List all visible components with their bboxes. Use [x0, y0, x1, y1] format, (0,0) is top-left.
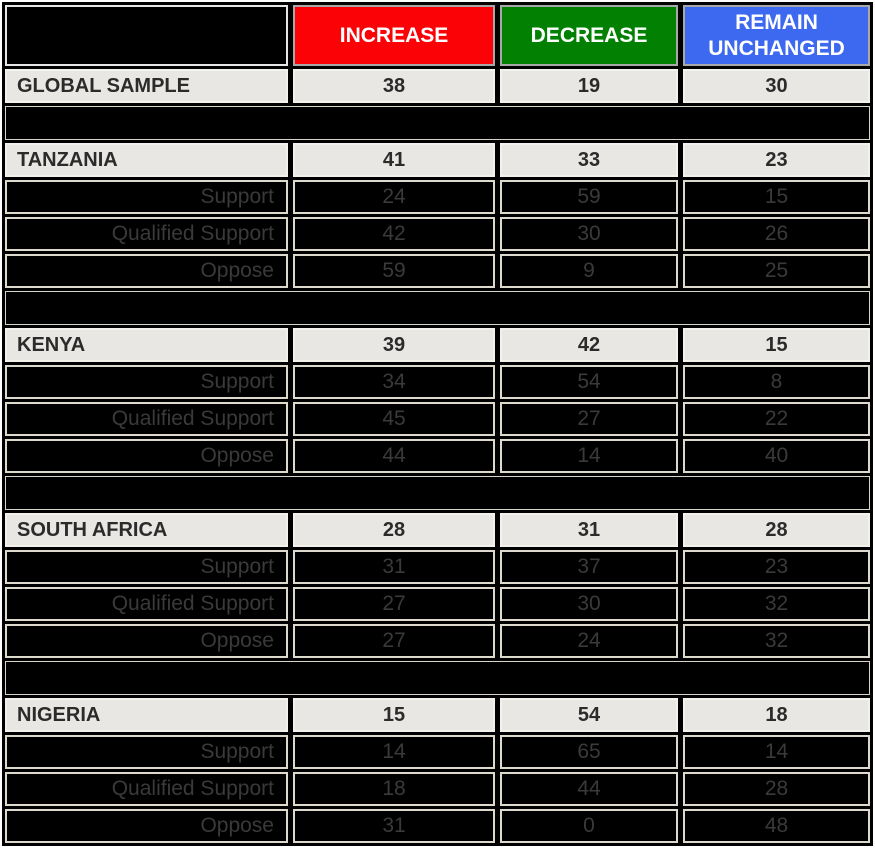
row-label: Support [5, 735, 288, 769]
row-label: Qualified Support [5, 587, 288, 621]
value-cell: 15 [293, 698, 495, 732]
column-header-increase: INCREASE [293, 5, 495, 66]
value-cell: 54 [500, 698, 678, 732]
value-cell: 0 [500, 809, 678, 843]
row-kenya-oppose: Oppose 44 14 40 [5, 439, 870, 473]
row-south-africa-support: Support 31 37 23 [5, 550, 870, 584]
value-cell: 31 [293, 550, 495, 584]
value-cell: 65 [500, 735, 678, 769]
column-header-remain-unchanged: REMAIN UNCHANGED [683, 5, 870, 66]
row-label: KENYA [5, 328, 288, 362]
value-cell: 25 [683, 254, 870, 288]
row-nigeria-oppose: Oppose 31 0 48 [5, 809, 870, 843]
row-label: Oppose [5, 439, 288, 473]
value-cell: 30 [500, 217, 678, 251]
section-separator [5, 291, 870, 325]
value-cell: 39 [293, 328, 495, 362]
separator-row [5, 106, 870, 140]
value-cell: 32 [683, 624, 870, 658]
row-south-africa-oppose: Oppose 27 24 32 [5, 624, 870, 658]
value-cell: 24 [293, 180, 495, 214]
value-cell: 32 [683, 587, 870, 621]
row-label: SOUTH AFRICA [5, 513, 288, 547]
row-tanzania-support: Support 24 59 15 [5, 180, 870, 214]
value-cell: 27 [293, 587, 495, 621]
value-cell: 22 [683, 402, 870, 436]
value-cell: 31 [500, 513, 678, 547]
value-cell: 37 [500, 550, 678, 584]
row-tanzania-qualified-support: Qualified Support 42 30 26 [5, 217, 870, 251]
value-cell: 30 [683, 69, 870, 103]
value-cell: 14 [683, 735, 870, 769]
value-cell: 44 [500, 772, 678, 806]
value-cell: 18 [293, 772, 495, 806]
row-kenya-support: Support 34 54 8 [5, 365, 870, 399]
row-global-sample: GLOBAL SAMPLE 38 19 30 [5, 69, 870, 103]
row-label: Oppose [5, 809, 288, 843]
row-label: Qualified Support [5, 217, 288, 251]
value-cell: 38 [293, 69, 495, 103]
value-cell: 24 [500, 624, 678, 658]
value-cell: 54 [500, 365, 678, 399]
row-south-africa-qualified-support: Qualified Support 27 30 32 [5, 587, 870, 621]
value-cell: 28 [683, 772, 870, 806]
separator-row [5, 661, 870, 695]
row-nigeria-support: Support 14 65 14 [5, 735, 870, 769]
row-label: Support [5, 180, 288, 214]
value-cell: 40 [683, 439, 870, 473]
row-tanzania: TANZANIA 41 33 23 [5, 143, 870, 177]
row-label: Support [5, 365, 288, 399]
header-row: INCREASE DECREASE REMAIN UNCHANGED [5, 5, 870, 66]
row-kenya-qualified-support: Qualified Support 45 27 22 [5, 402, 870, 436]
value-cell: 14 [293, 735, 495, 769]
value-cell: 45 [293, 402, 495, 436]
value-cell: 19 [500, 69, 678, 103]
row-tanzania-oppose: Oppose 59 9 25 [5, 254, 870, 288]
row-label: TANZANIA [5, 143, 288, 177]
column-header-decrease: DECREASE [500, 5, 678, 66]
separator-row [5, 476, 870, 510]
value-cell: 44 [293, 439, 495, 473]
section-separator [5, 661, 870, 695]
value-cell: 15 [683, 180, 870, 214]
value-cell: 33 [500, 143, 678, 177]
row-label: Oppose [5, 254, 288, 288]
value-cell: 41 [293, 143, 495, 177]
value-cell: 26 [683, 217, 870, 251]
row-label: Support [5, 550, 288, 584]
value-cell: 23 [683, 550, 870, 584]
section-separator [5, 106, 870, 140]
section-separator [5, 476, 870, 510]
value-cell: 42 [500, 328, 678, 362]
value-cell: 59 [500, 180, 678, 214]
value-cell: 48 [683, 809, 870, 843]
value-cell: 31 [293, 809, 495, 843]
row-south-africa: SOUTH AFRICA 28 31 28 [5, 513, 870, 547]
value-cell: 59 [293, 254, 495, 288]
row-label: Qualified Support [5, 402, 288, 436]
value-cell: 9 [500, 254, 678, 288]
value-cell: 14 [500, 439, 678, 473]
value-cell: 42 [293, 217, 495, 251]
value-cell: 15 [683, 328, 870, 362]
value-cell: 18 [683, 698, 870, 732]
row-label: GLOBAL SAMPLE [5, 69, 288, 103]
value-cell: 8 [683, 365, 870, 399]
value-cell: 34 [293, 365, 495, 399]
row-nigeria: NIGERIA 15 54 18 [5, 698, 870, 732]
row-kenya: KENYA 39 42 15 [5, 328, 870, 362]
row-nigeria-qualified-support: Qualified Support 18 44 28 [5, 772, 870, 806]
value-cell: 28 [293, 513, 495, 547]
value-cell: 27 [500, 402, 678, 436]
row-label: Qualified Support [5, 772, 288, 806]
value-cell: 28 [683, 513, 870, 547]
corner-cell [5, 5, 288, 66]
row-label: NIGERIA [5, 698, 288, 732]
row-label: Oppose [5, 624, 288, 658]
value-cell: 30 [500, 587, 678, 621]
separator-row [5, 291, 870, 325]
value-cell: 23 [683, 143, 870, 177]
value-cell: 27 [293, 624, 495, 658]
